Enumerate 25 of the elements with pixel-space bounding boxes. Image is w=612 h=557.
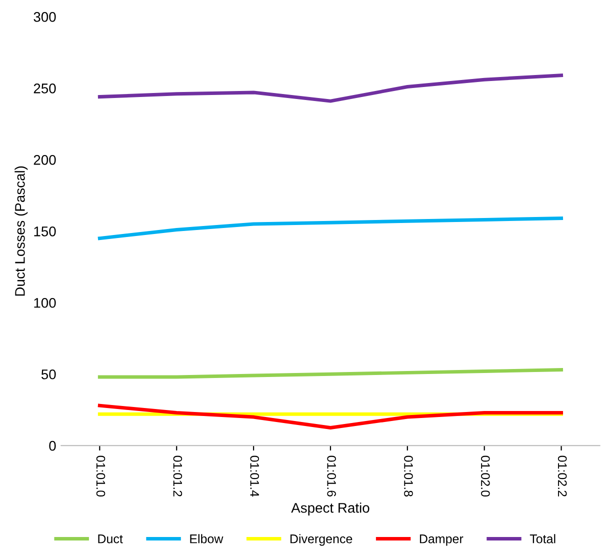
line-series [98,74,564,103]
line-series [98,216,564,240]
line-series [98,368,564,379]
y-tick-label: 150 [34,226,56,236]
x-tick-label: 01:01.0 [96,456,106,497]
legend-label: Divergence [290,534,352,546]
x-tick-label: 01:01.4 [250,456,260,497]
y-tick-label: 300 [34,12,56,22]
x-tick-label: 01:02.2 [558,456,567,496]
y-tick-label: 200 [34,155,56,165]
y-tick-label: 250 [34,84,56,94]
x-axis-title: Aspect Ratio [291,502,370,516]
y-axis-title: Duct Losses (Pascal) [14,166,28,296]
x-tick-label: 01:01.6 [327,456,336,496]
y-tick-label: 50 [41,369,56,380]
y-tick-label: 100 [34,298,56,308]
line-series [98,404,564,430]
y-tick-label: 0 [49,440,56,451]
x-tick-label: 01:02.0 [481,456,490,497]
x-tick-label: 01:01.8 [404,456,413,496]
legend-label: Elbow [190,534,224,544]
x-tick-label: 01:01.2 [173,456,182,496]
legend-label: Total [530,534,556,544]
legend-label: Damper [420,534,464,546]
legend-label: Duct [98,534,123,544]
